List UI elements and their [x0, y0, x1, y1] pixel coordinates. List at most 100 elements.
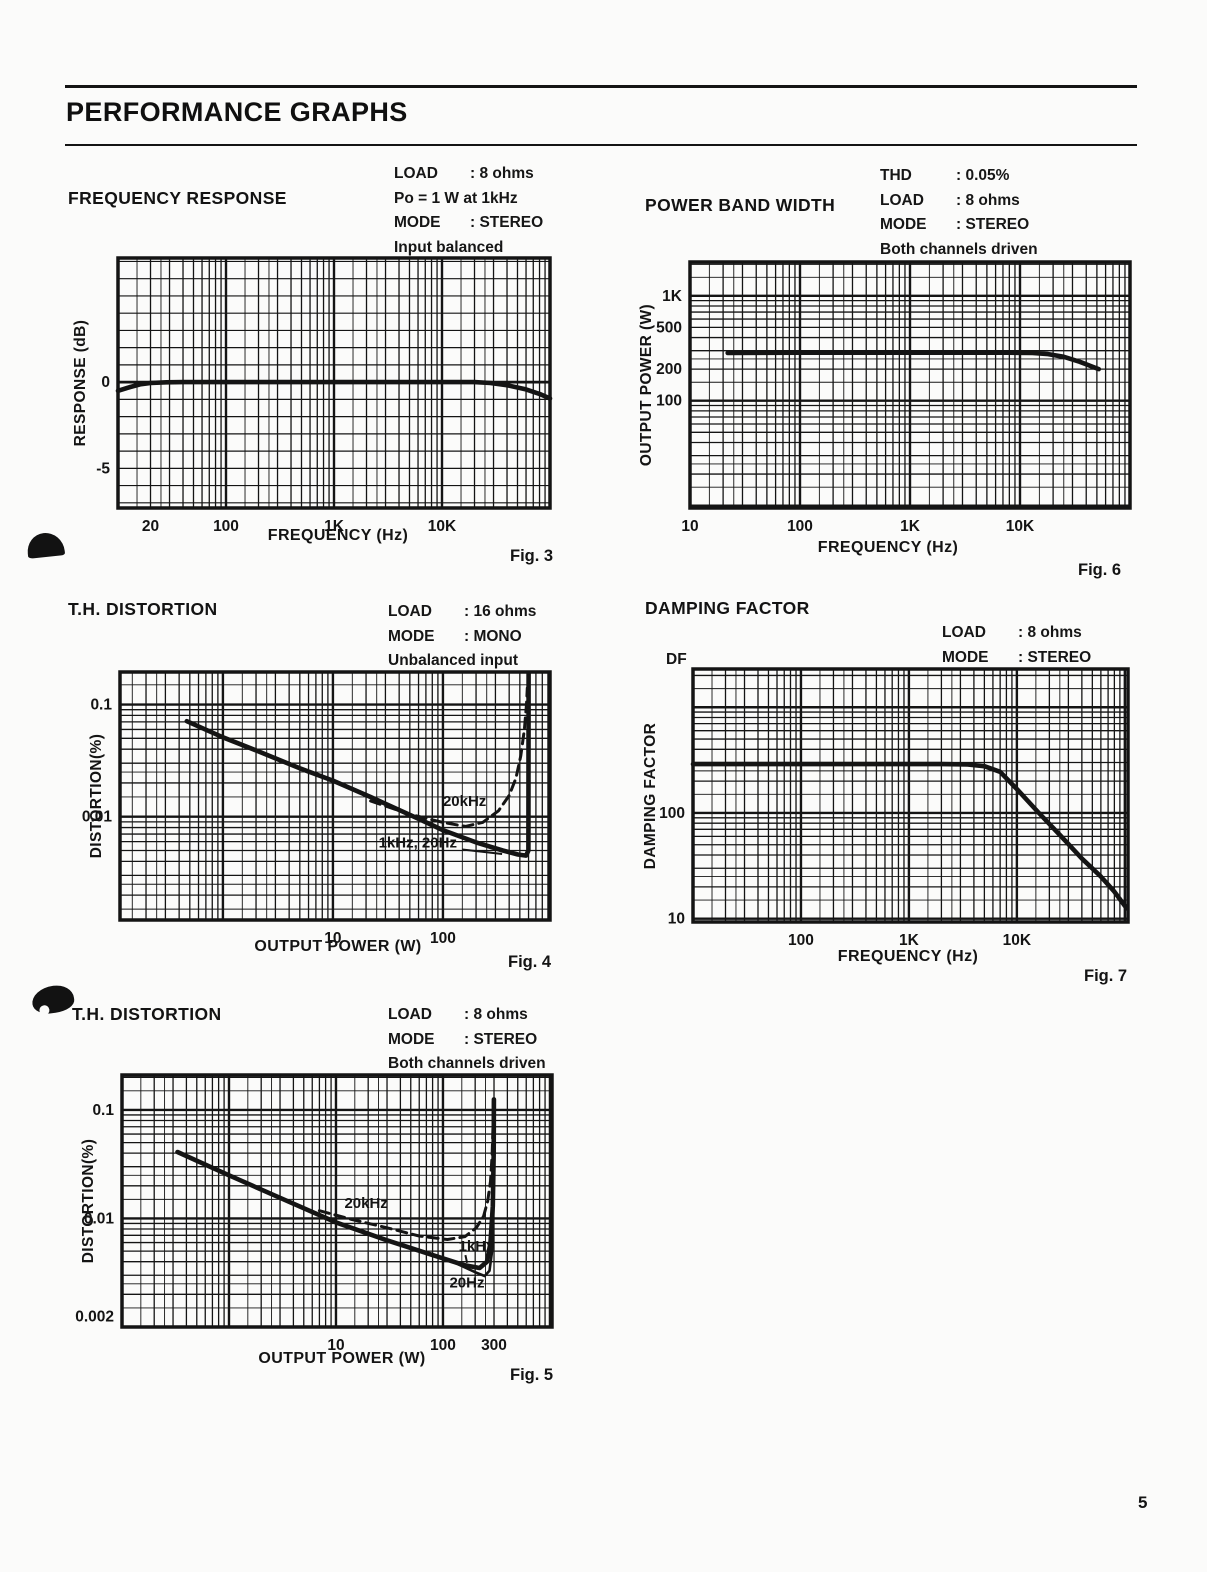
figure-caption-fig3: Fig. 3: [510, 547, 554, 565]
power-band-width-chart: 10 100 1K 10K 1K 500 200 100: [656, 260, 1132, 535]
figure-title-power-band-width: POWER BAND WIDTH: [645, 195, 836, 215]
x-axis-title-fig5: OUTPUT POWER (W): [258, 1350, 426, 1367]
svg-text:0.1: 0.1: [92, 1102, 114, 1119]
svg-text:0.002: 0.002: [75, 1308, 114, 1325]
legend-fig5: LOAD : 8 ohms MODE : STEREO Both channels …: [388, 1003, 546, 1077]
svg-text:100: 100: [787, 518, 813, 535]
legend-row: MODE: MONO: [388, 625, 536, 650]
svg-text:100: 100: [430, 1337, 456, 1354]
legend-value: : 8 ohms: [1018, 624, 1082, 641]
th-distortion-stereo-chart: 10 100 300 0.1 0.01 0.002 20kHz 1kHz 20Hz: [75, 1073, 554, 1354]
figure-caption-fig6: Fig. 6: [1078, 561, 1122, 579]
svg-text:500: 500: [656, 319, 682, 336]
legend-label: Po = 1 W at 1kHz: [394, 189, 518, 207]
svg-text:1kHz, 20Hz: 1kHz, 20Hz: [379, 835, 457, 852]
legend-value: : 8 ohms: [464, 1006, 528, 1023]
legend-fig3: LOAD : 8 ohms Po = 1 W at 1kHz MODE : STER…: [394, 162, 543, 260]
svg-text:0: 0: [101, 374, 110, 391]
legend-row: LOAD : 8 ohms: [388, 1003, 546, 1028]
svg-text:10: 10: [681, 518, 698, 535]
svg-text:10K: 10K: [428, 518, 457, 535]
svg-text:300: 300: [481, 1337, 507, 1354]
legend-label: MODE: [942, 648, 989, 666]
legend-value: : 0.05%: [956, 167, 1010, 184]
th-distortion-mono-chart: 10 100 0.1 0.01 20kHz 1kHz, 20Hz: [82, 670, 552, 947]
svg-text:200: 200: [656, 361, 682, 378]
svg-text:10: 10: [668, 911, 685, 928]
legend-label: LOAD: [942, 624, 986, 641]
legend-value: : STEREO: [470, 214, 544, 231]
legend-label: MODE: [388, 1030, 435, 1048]
frequency-response-chart: 20 100 1K 10K 0 -5: [96, 256, 553, 535]
legend-value: : STEREO: [464, 1030, 538, 1048]
legend-label: Both channels driven: [880, 240, 1038, 258]
legend-value: : 8 ohms: [956, 191, 1020, 209]
legend-row: MODE : STEREO: [394, 211, 543, 236]
legend-value: : STEREO: [1018, 648, 1092, 666]
svg-text:1K: 1K: [899, 932, 920, 949]
svg-text:0.01: 0.01: [84, 1210, 115, 1227]
header-bottom-rule: [65, 144, 1137, 146]
legend-row: Input balanced: [394, 236, 543, 261]
legend-row: Both channels driven: [880, 238, 1038, 263]
svg-text:1K: 1K: [324, 518, 345, 535]
legend-row: LOAD : 8 ohms: [942, 621, 1091, 646]
legend-value: : 16 ohms: [464, 603, 537, 620]
legend-row: LOAD : 16 ohms: [388, 600, 536, 625]
svg-text:20kHz: 20kHz: [344, 1195, 387, 1212]
legend-label: THD: [880, 167, 912, 184]
legend-label: LOAD: [880, 191, 924, 209]
figure-title-th-distortion-mono: T.H. DISTORTION: [68, 599, 218, 619]
x-axis-title-fig4: OUTPUT POWER (W): [254, 938, 422, 955]
ink-smudge: [25, 531, 66, 559]
ink-smudge-notch: [38, 1004, 51, 1016]
legend-label: Input balanced: [394, 238, 504, 256]
svg-text:100: 100: [659, 805, 685, 822]
legend-row: Both channels driven: [388, 1052, 546, 1077]
legend-label: Both channels driven: [388, 1055, 546, 1072]
page-title: PERFORMANCE GRAPHS: [66, 97, 408, 127]
df-corner-label: DF: [666, 651, 687, 668]
svg-text:10K: 10K: [1006, 518, 1035, 535]
svg-text:1K: 1K: [900, 518, 921, 535]
legend-row: THD : 0.05%: [880, 164, 1038, 189]
svg-text:100: 100: [656, 393, 682, 410]
svg-text:0.01: 0.01: [82, 809, 113, 826]
svg-text:-5: -5: [96, 460, 110, 477]
figure-caption-fig4: Fig. 4: [508, 953, 552, 971]
figure-caption-fig5: Fig. 5: [510, 1366, 554, 1384]
legend-label: LOAD: [388, 1006, 432, 1023]
legend-value: : MONO: [464, 627, 522, 645]
ink-smudge: [30, 983, 76, 1016]
legend-value: : 8 ohms: [470, 165, 534, 182]
legend-row: Unbalanced input: [388, 649, 536, 674]
svg-text:0.1: 0.1: [90, 697, 112, 714]
svg-text:20kHz: 20kHz: [443, 793, 486, 810]
svg-text:100: 100: [213, 518, 239, 535]
figure-caption-fig7: Fig. 7: [1084, 967, 1128, 985]
legend-row: MODE: STEREO: [880, 213, 1038, 238]
svg-text:20Hz: 20Hz: [449, 1275, 484, 1292]
legend-fig4: LOAD : 16 ohms MODE: MONO Unbalanced inpu…: [388, 600, 536, 674]
legend-label: MODE: [880, 216, 927, 233]
figure-title-th-distortion-stereo: T.H. DISTORTION: [72, 1004, 222, 1024]
legend-row: LOAD : 8 ohms: [394, 162, 543, 187]
legend-row: MODE : STEREO: [388, 1028, 546, 1053]
legend-fig7: LOAD : 8 ohms MODE : STEREO: [942, 621, 1091, 670]
svg-text:10: 10: [324, 930, 341, 947]
legend-row: MODE : STEREO: [942, 646, 1091, 671]
legend-label: MODE: [394, 214, 441, 231]
legend-fig6: THD : 0.05% LOAD : 8 ohms MODE: STEREO Bot…: [880, 164, 1038, 262]
svg-text:10: 10: [327, 1337, 344, 1354]
legend-label: LOAD: [394, 165, 438, 182]
svg-text:1kHz: 1kHz: [459, 1238, 494, 1255]
legend-row: LOAD : 8 ohms: [880, 189, 1038, 214]
header-top-rule: [65, 85, 1137, 88]
figure-title-frequency-response: FREQUENCY RESPONSE: [68, 188, 287, 208]
damping-factor-chart: 100 1K 10K 100 10: [659, 667, 1130, 949]
x-axis-title-fig3: FREQUENCY (Hz): [267, 527, 409, 544]
legend-label: LOAD: [388, 603, 432, 620]
x-axis-title-fig6: FREQUENCY (Hz): [817, 539, 959, 556]
legend-label: Unbalanced input: [388, 652, 519, 669]
